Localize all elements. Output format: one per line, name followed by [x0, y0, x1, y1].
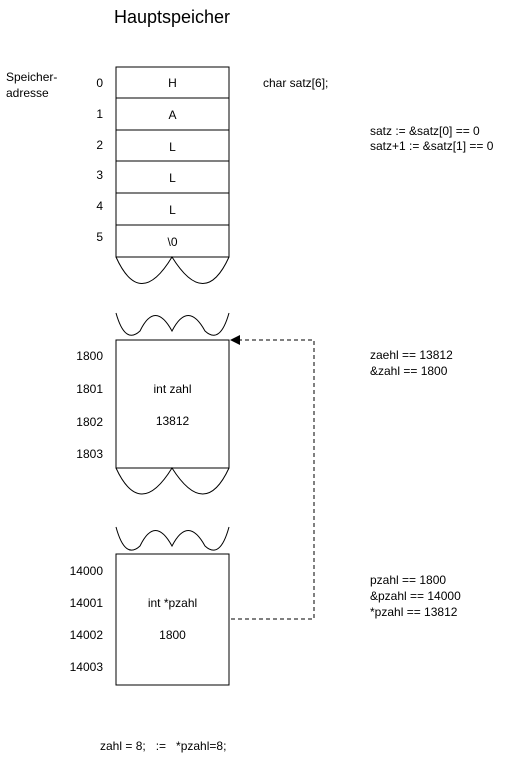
- pointer-block-top-break-mark: [115, 526, 230, 551]
- array-cell-value: \0: [167, 235, 178, 249]
- array-address: 2: [96, 138, 103, 152]
- array-address: 3: [96, 168, 103, 182]
- array-block-frame: [115, 66, 230, 258]
- array-address: 0: [96, 76, 103, 90]
- int-variable-name: int zahl: [153, 382, 192, 396]
- diagram-title: Hauptspeicher: [113, 7, 231, 27]
- int-block-top-break-mark: [115, 312, 230, 336]
- pointer-block-frame: [115, 553, 230, 686]
- int-note: &zahl == 1800: [370, 364, 448, 378]
- array-address: 1: [96, 107, 103, 121]
- pointer-address: 14000: [69, 564, 103, 578]
- pointer-note: &pzahl == 14000: [370, 589, 461, 603]
- array-address: 4: [96, 199, 103, 213]
- int-address: 1802: [76, 415, 103, 429]
- int-variable-value: 13812: [155, 414, 190, 428]
- pointer-address: 14003: [69, 660, 103, 674]
- array-cell-value: H: [168, 76, 177, 90]
- array-cell-value: L: [169, 140, 176, 154]
- pointer-arrow-line: [231, 339, 315, 620]
- int-block-bottom-break-mark: [115, 467, 230, 495]
- array-declaration: char satz[6];: [263, 76, 329, 90]
- array-cell-value: L: [169, 171, 176, 185]
- address-label-line-2: adresse: [6, 86, 49, 100]
- pointer-arrow-head: [230, 335, 240, 345]
- array-note: satz := &satz[0] == 0: [370, 124, 480, 138]
- array-note: satz+1 := &satz[1] == 0: [370, 139, 494, 153]
- array-cell-value: A: [168, 108, 177, 122]
- array-address: 5: [96, 230, 103, 244]
- array-block-break-mark: [115, 256, 230, 284]
- pointer-variable-name: int *pzahl: [147, 596, 198, 610]
- footer-statement: zahl = 8; := *pzahl=8;: [100, 739, 227, 753]
- address-label-line-1: Speicher-: [6, 70, 58, 84]
- pointer-note: *pzahl == 13812: [370, 605, 458, 619]
- int-note: zaehl == 13812: [370, 348, 453, 362]
- pointer-note: pzahl == 1800: [370, 573, 447, 587]
- array-cell-value: L: [169, 203, 176, 217]
- int-address: 1803: [76, 447, 103, 461]
- pointer-address: 14002: [69, 628, 103, 642]
- int-address: 1800: [76, 349, 103, 363]
- pointer-address: 14001: [69, 596, 103, 610]
- int-address: 1801: [76, 382, 103, 396]
- int-block-frame: [115, 339, 230, 469]
- pointer-variable-value: 1800: [159, 628, 186, 642]
